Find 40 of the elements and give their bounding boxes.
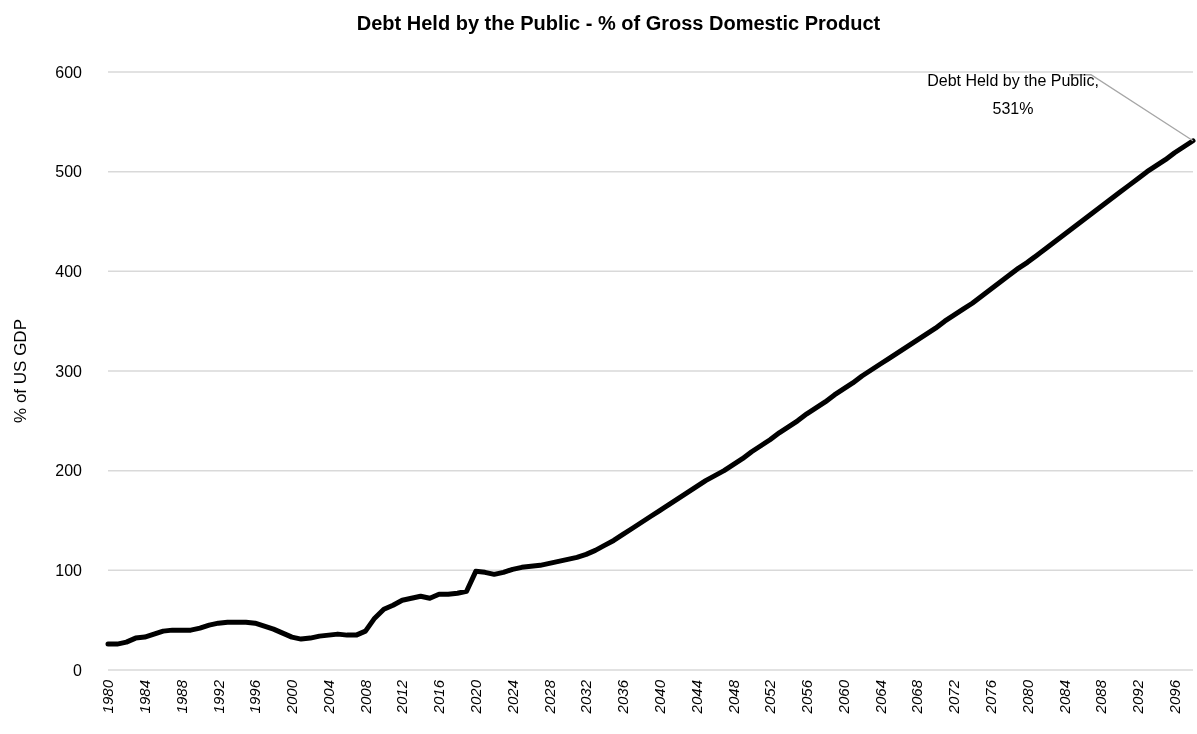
x-tick-label: 2056 xyxy=(798,679,816,715)
y-tick-label: 500 xyxy=(55,163,83,181)
x-tick-label: 2008 xyxy=(356,679,374,715)
x-tick-label: 1992 xyxy=(209,679,227,714)
y-tick-label: 200 xyxy=(55,462,83,480)
x-tick-label: 2084 xyxy=(1055,680,1073,715)
x-tick-label: 1984 xyxy=(136,680,154,714)
x-tick-label: 2068 xyxy=(908,679,926,715)
y-tick-label: 600 xyxy=(55,63,83,81)
y-tick-label: 300 xyxy=(55,362,83,380)
x-tick-label: 2004 xyxy=(319,680,337,715)
annotation: Debt Held by the Public, 531% xyxy=(927,72,1099,118)
x-tick-label: 2072 xyxy=(945,679,963,715)
chart-title: Debt Held by the Public - % of Gross Domestic Product xyxy=(356,12,881,34)
y-tick-label: 400 xyxy=(55,262,83,280)
y-axis-title: % of US GDP xyxy=(11,319,30,423)
y-tick-label: 0 xyxy=(73,661,83,679)
x-tick-label: 2092 xyxy=(1129,679,1147,715)
x-tick-label: 1988 xyxy=(172,679,190,714)
x-tick-label: 2024 xyxy=(503,680,521,715)
x-tick-label: 2028 xyxy=(540,679,558,715)
x-tick-label: 2060 xyxy=(834,679,852,715)
x-tick-label: 2032 xyxy=(577,679,595,715)
x-tick-label: 1980 xyxy=(99,679,117,714)
x-tick-label: 2012 xyxy=(393,679,411,715)
x-tick-label: 2020 xyxy=(467,679,485,715)
x-tick-label: 2080 xyxy=(1018,679,1036,715)
x-tick-label: 2040 xyxy=(650,679,668,715)
x-tick-label: 2064 xyxy=(871,680,889,715)
x-tick-label: 2044 xyxy=(687,680,705,715)
x-tick-label: 2000 xyxy=(283,679,301,715)
x-tick-label: 2096 xyxy=(1165,679,1183,715)
x-tick-label: 2016 xyxy=(430,679,448,715)
x-tick-label: 2048 xyxy=(724,679,742,715)
x-tick-label: 2052 xyxy=(761,679,779,715)
y-tick-label: 100 xyxy=(55,561,83,579)
x-tick-label: 2076 xyxy=(981,679,999,715)
x-tick-label: 1996 xyxy=(246,679,264,714)
x-tick-label: 2036 xyxy=(614,679,632,715)
x-tick-label: 2088 xyxy=(1092,679,1110,715)
